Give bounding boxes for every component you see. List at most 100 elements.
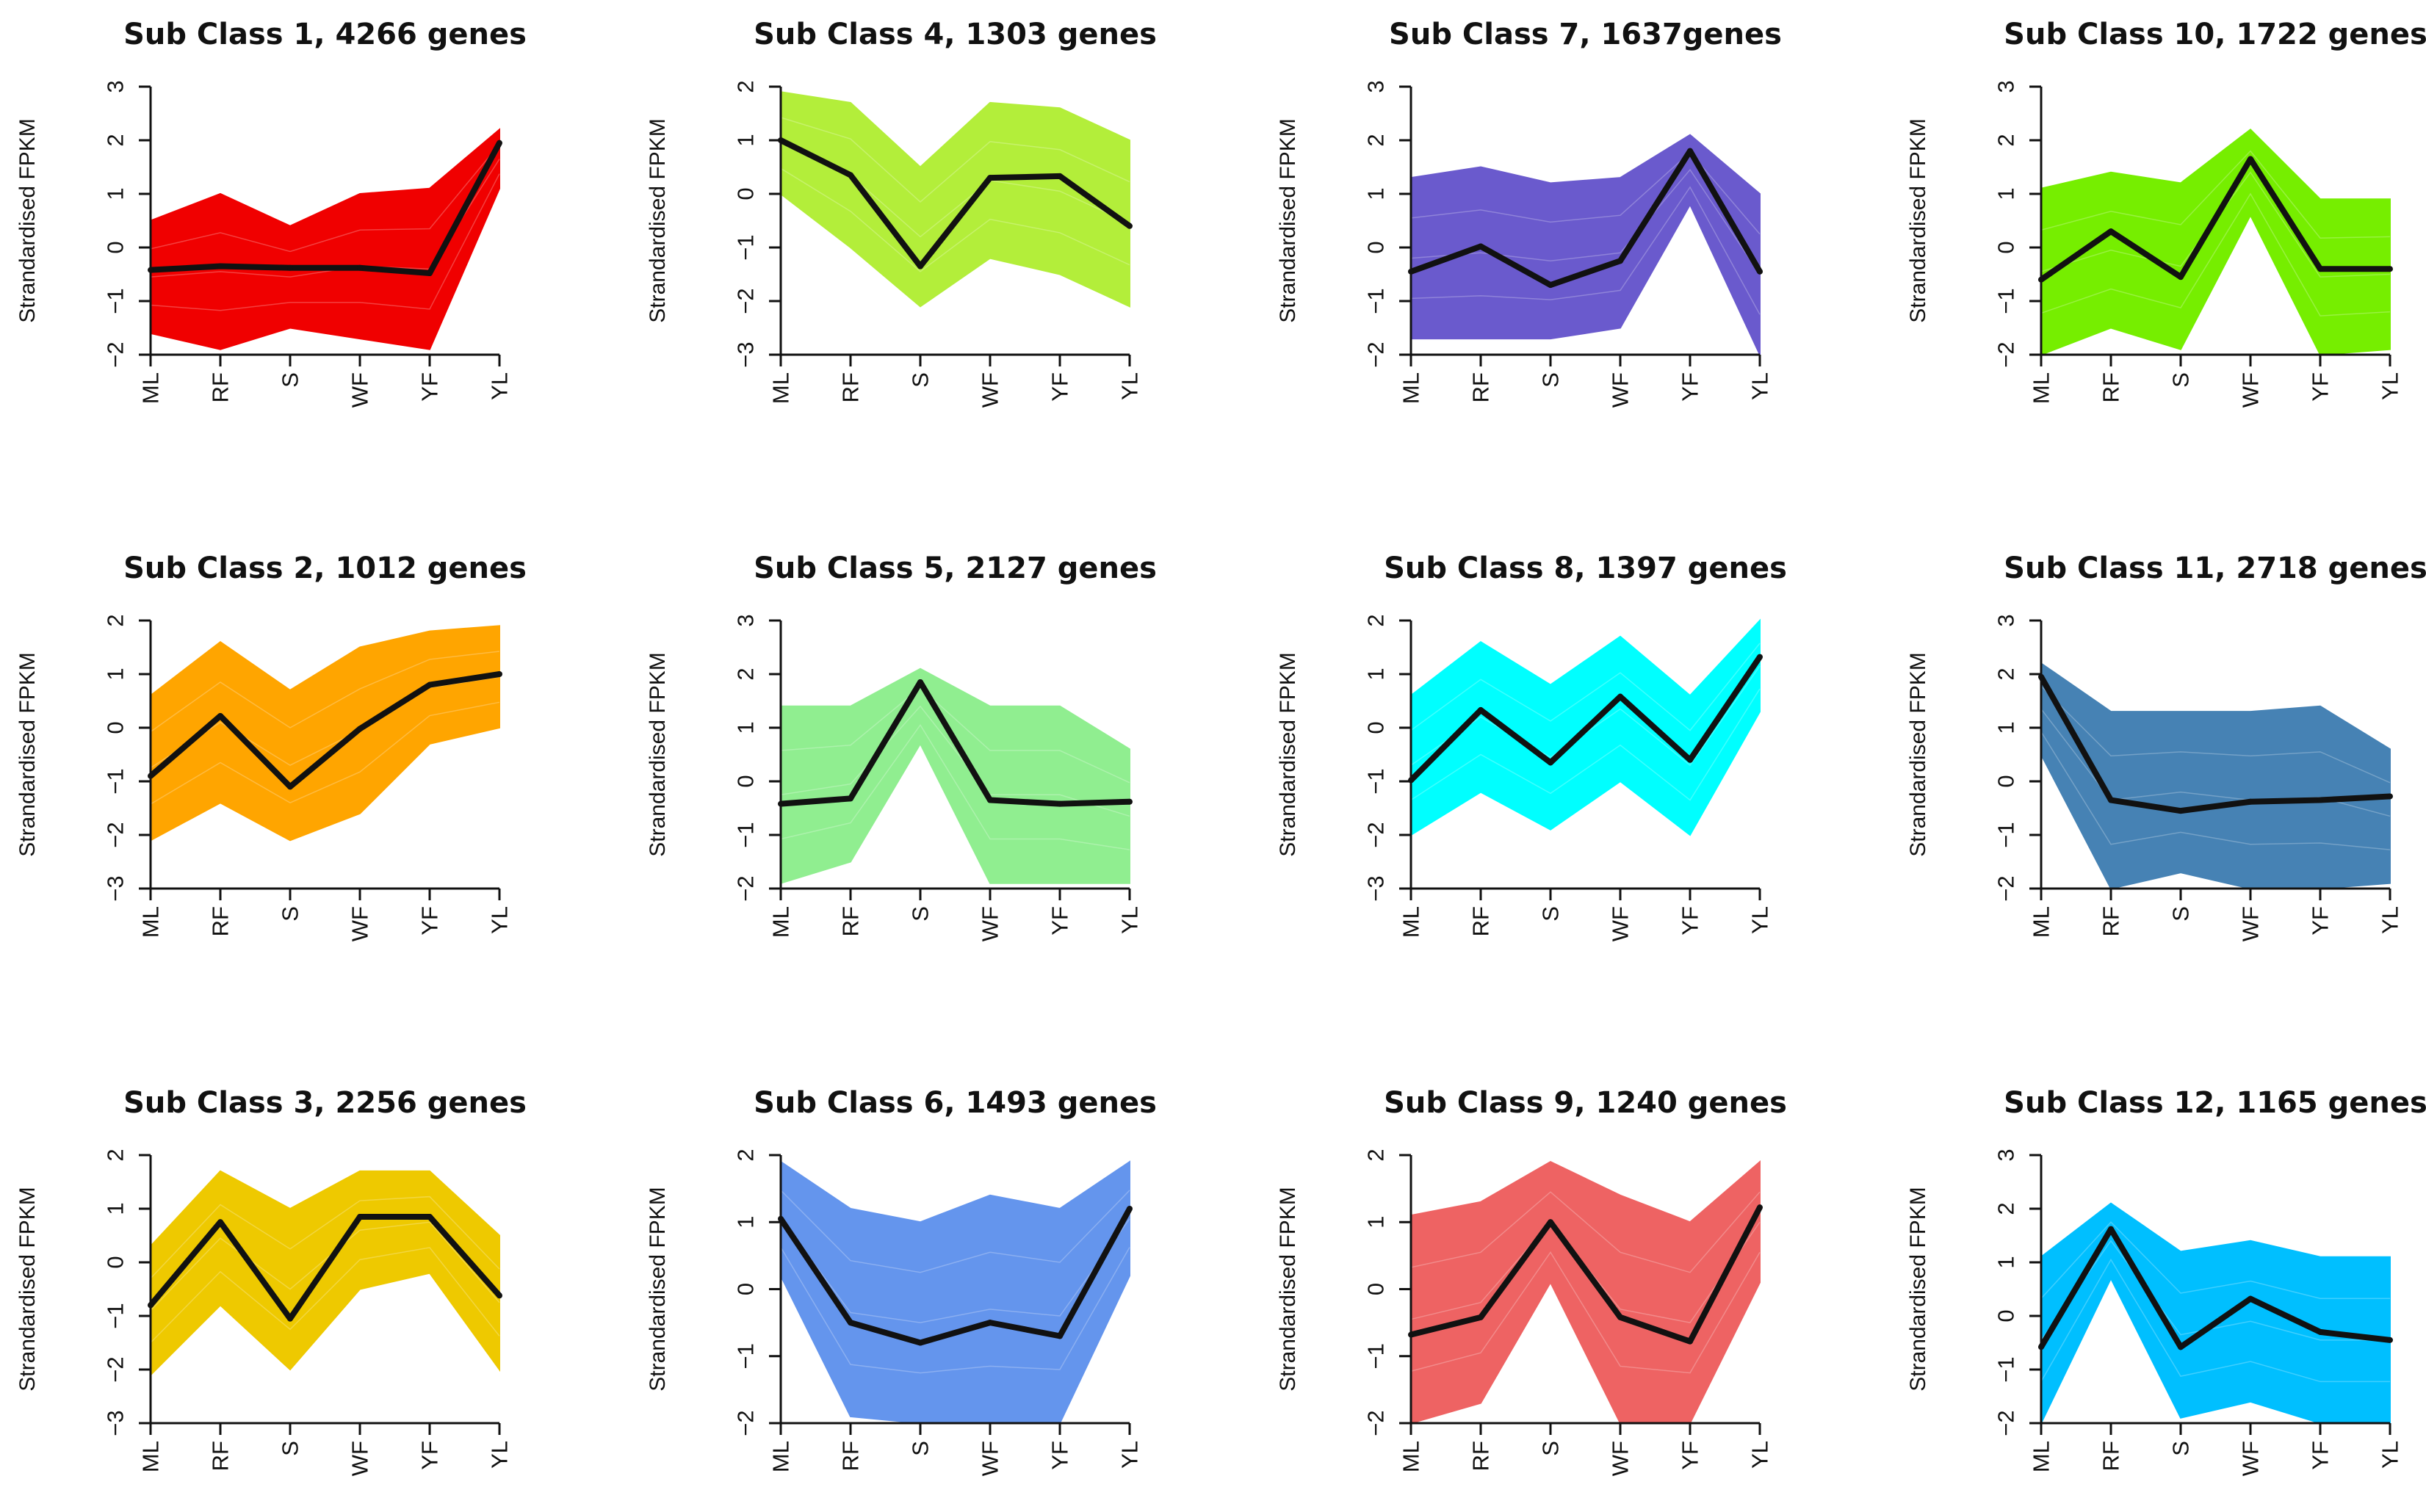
x-tick-label: S <box>278 372 303 388</box>
x-tick-label: ML <box>138 372 164 404</box>
x-tick-label: WF <box>1608 1441 1633 1476</box>
y-axis-label: Strandardised FPKM <box>1276 118 1300 322</box>
gene-profiles-band <box>1410 134 1761 355</box>
y-tick-label: 2 <box>733 1149 759 1161</box>
panel-title: Sub Class 11, 2718 genes <box>2004 551 2426 585</box>
y-tick-label: −2 <box>103 341 129 367</box>
mean-point-WF <box>1617 1314 1623 1320</box>
mean-point-RF <box>217 1219 223 1226</box>
gene-profiles-band <box>150 625 500 842</box>
x-tick-label: S <box>1538 1441 1564 1456</box>
y-tick-label: 2 <box>1993 1202 2019 1215</box>
x-tick-label: ML <box>2029 1441 2054 1472</box>
gene-profile-texture <box>780 1247 1130 1374</box>
mean-point-S <box>2178 274 2184 281</box>
mean-point-S <box>1548 1219 1553 1226</box>
y-tick-label: −1 <box>1363 768 1389 794</box>
y-tick-label: 0 <box>733 775 759 787</box>
mean-point-RF <box>217 263 223 270</box>
x-tick-label: YL <box>2378 1441 2403 1469</box>
gene-profile-texture <box>780 1218 1130 1323</box>
panel-2: Sub Class 2, 1012 genes Strandardised FPK… <box>15 551 527 941</box>
mean-point-WF <box>2248 798 2253 805</box>
y-axis-label: Strandardised FPKM <box>646 118 670 322</box>
y-axis-label: Strandardised FPKM <box>1906 1187 1930 1391</box>
mean-point-RF <box>2108 228 2114 235</box>
mean-point-RF <box>1478 1314 1484 1320</box>
y-axis-label: Strandardised FPKM <box>1276 652 1300 856</box>
mean-point-RF <box>848 172 853 178</box>
y-tick-label: 1 <box>1363 187 1389 200</box>
panel-4: Sub Class 4, 1303 genes Strandardised FPK… <box>646 18 1157 408</box>
panel-1: Sub Class 1, 4266 genes Strandardised FPK… <box>15 18 527 408</box>
y-axis-label: Strandardised FPKM <box>15 652 40 856</box>
gene-profile-texture <box>1410 1251 1761 1374</box>
panel-title: Sub Class 8, 1397 genes <box>1384 551 1787 585</box>
mean-point-S <box>2178 808 2184 814</box>
panel-title: Sub Class 6, 1493 genes <box>754 1086 1157 1120</box>
panel-3: Sub Class 3, 2256 genes Strandardised FPK… <box>15 1086 527 1476</box>
y-tick-label: −1 <box>1993 1356 2019 1382</box>
x-tick-label: YF <box>417 372 443 402</box>
x-tick-label: ML <box>768 906 794 938</box>
panel-7: Sub Class 7, 1637genes Strandardised FPKM… <box>1276 18 1782 408</box>
mean-profile-line <box>148 1213 502 1322</box>
y-tick-label: 2 <box>1363 1149 1389 1161</box>
mean-point-RF <box>848 1320 853 1326</box>
mean-profile-line <box>1409 148 1763 289</box>
x-tick-label: YF <box>1047 906 1073 936</box>
y-tick-label: 3 <box>1993 1149 2019 1161</box>
x-tick-label: WF <box>2238 1441 2264 1476</box>
x-tick-label: YF <box>1678 372 1703 402</box>
x-tick-label: YL <box>1747 372 1773 400</box>
gene-profile-texture <box>2040 192 2391 316</box>
mean-point-WF <box>1617 258 1623 264</box>
y-tick-label: −2 <box>733 875 759 901</box>
x-tick-label: S <box>908 1441 934 1456</box>
x-tick-label: ML <box>1398 906 1424 938</box>
x-tick-label: RF <box>2098 372 2124 402</box>
x-tick-label: S <box>908 372 934 388</box>
y-axis-label: Strandardised FPKM <box>15 1187 40 1391</box>
gene-profile-texture <box>2040 1258 2390 1383</box>
x-tick-label: YF <box>1678 906 1703 936</box>
mean-point-YL <box>497 140 502 146</box>
y-tick-label: 1 <box>103 187 129 200</box>
mean-point-S <box>287 1315 293 1322</box>
gene-profiles-band <box>1410 1160 1761 1425</box>
mean-point-S <box>917 263 923 270</box>
y-tick-label: 2 <box>1363 134 1389 146</box>
y-tick-label: −2 <box>1363 822 1389 847</box>
y-tick-label: −3 <box>1363 875 1389 901</box>
mean-point-RF <box>217 712 223 719</box>
x-tick-label: ML <box>138 906 164 938</box>
mean-point-RF <box>848 795 853 802</box>
panel-title: Sub Class 2, 1012 genes <box>123 551 527 585</box>
gene-profile-texture <box>150 651 500 733</box>
mean-point-RF <box>1478 243 1484 250</box>
x-tick-label: YF <box>2308 1441 2333 1470</box>
x-tick-label: YF <box>1678 1441 1703 1470</box>
y-tick-label: −1 <box>733 234 759 260</box>
x-tick-label: S <box>1538 372 1564 388</box>
x-tick-label: YF <box>1047 1441 1073 1470</box>
mean-point-YF <box>1687 1338 1693 1345</box>
gene-profiles-band <box>150 1170 500 1377</box>
mean-point-YL <box>1757 654 1763 660</box>
gene-profile-texture <box>150 1221 500 1312</box>
panel-title: Sub Class 1, 4266 genes <box>123 18 527 51</box>
mean-profile-line <box>2038 1226 2391 1350</box>
y-tick-label: 1 <box>1363 668 1389 680</box>
y-tick-label: 0 <box>1993 1309 2019 1322</box>
mean-point-S <box>1548 759 1553 766</box>
mean-point-YF <box>2317 1328 2323 1335</box>
gene-profile-texture <box>1410 186 1761 315</box>
x-tick-label: WF <box>978 1441 1003 1476</box>
panel-10: Sub Class 10, 1722 genes Strandardised FP… <box>1906 18 2426 408</box>
gene-profile-texture <box>1410 168 1761 275</box>
panel-title: Sub Class 12, 1165 genes <box>2004 1086 2426 1120</box>
x-tick-label: ML <box>138 1441 164 1472</box>
y-axis-label: Strandardised FPKM <box>15 118 40 322</box>
mean-point-YF <box>427 1213 433 1220</box>
